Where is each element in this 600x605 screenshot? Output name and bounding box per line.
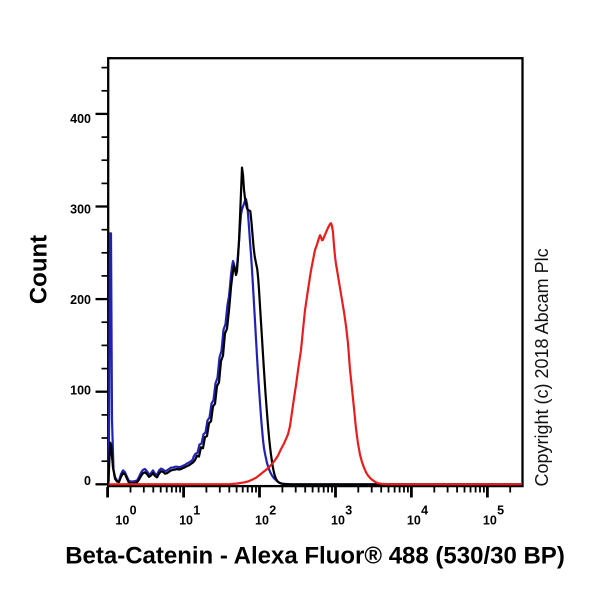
svg-text:10: 10 — [179, 514, 193, 528]
svg-text:300: 300 — [70, 203, 91, 217]
svg-text:Copyright (c) 2018 Abcam Plc: Copyright (c) 2018 Abcam Plc — [532, 248, 552, 486]
svg-text:10: 10 — [331, 514, 345, 528]
svg-text:400: 400 — [70, 112, 91, 126]
svg-text:0: 0 — [84, 474, 91, 488]
svg-text:100: 100 — [70, 384, 91, 398]
svg-text:10: 10 — [255, 514, 269, 528]
svg-text:2: 2 — [269, 504, 276, 518]
svg-text:10: 10 — [483, 514, 497, 528]
svg-text:3: 3 — [345, 504, 352, 518]
svg-text:1: 1 — [193, 504, 200, 518]
svg-text:4: 4 — [421, 504, 428, 518]
svg-text:Beta-Catenin - Alexa Fluor® 48: Beta-Catenin - Alexa Fluor® 488 (530/30 … — [65, 543, 565, 570]
svg-text:10: 10 — [115, 514, 129, 528]
svg-text:Count: Count — [26, 235, 53, 304]
svg-text:5: 5 — [497, 504, 504, 518]
svg-text:10: 10 — [407, 514, 421, 528]
svg-text:0: 0 — [130, 504, 137, 518]
svg-text:200: 200 — [70, 293, 91, 307]
